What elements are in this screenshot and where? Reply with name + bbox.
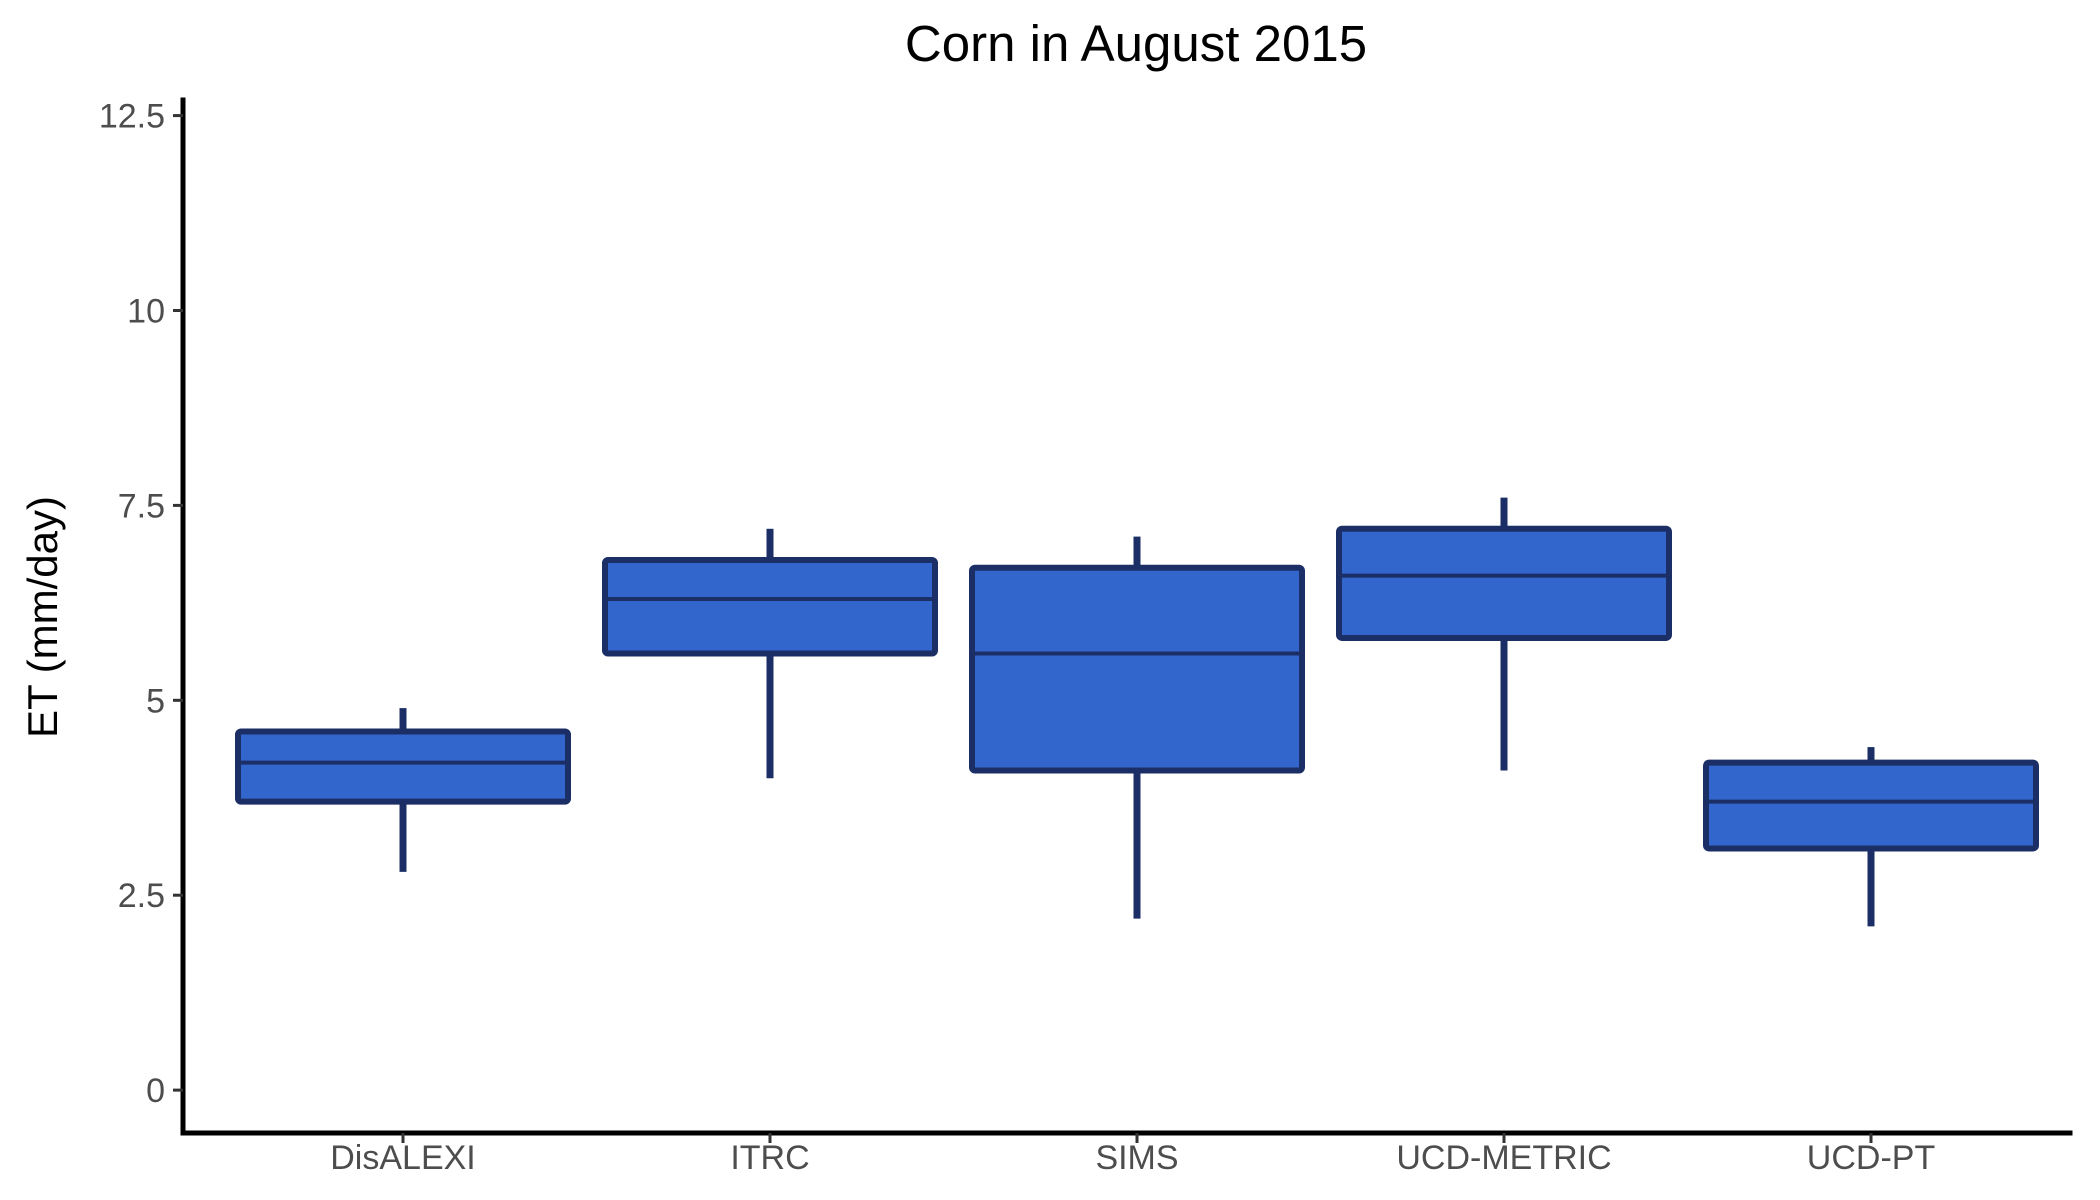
y-tick-label: 7.5 [118,487,165,525]
y-axis-label: ET (mm/day) [19,496,66,738]
box-itrc [602,556,938,657]
x-tick-label: UCD-PT [1807,1139,1935,1177]
box-ucd-pt [1703,759,2039,852]
box-disalexi [235,728,571,805]
plot-area: 0 2.5 5 7.5 10 12.5 DisALEXI ITRC SIMS UCD-METRIC… [99,97,2073,1177]
x-tick-label: UCD-METRIC [1396,1139,1611,1177]
x-tick-label: DisALEXI [330,1139,476,1177]
y-tick-label: 0 [146,1072,165,1110]
box-ucd-metric [1336,525,1672,641]
x-tick-label: SIMS [1095,1139,1178,1177]
x-tick-label: ITRC [730,1139,809,1177]
y-tick-label: 2.5 [118,877,165,915]
y-tick-label: 12.5 [99,98,165,136]
y-tick-label: 5 [146,682,165,720]
y-tick-label: 10 [127,292,165,330]
chart-title: Corn in August 2015 [905,15,1367,72]
box-sims [969,564,1305,774]
